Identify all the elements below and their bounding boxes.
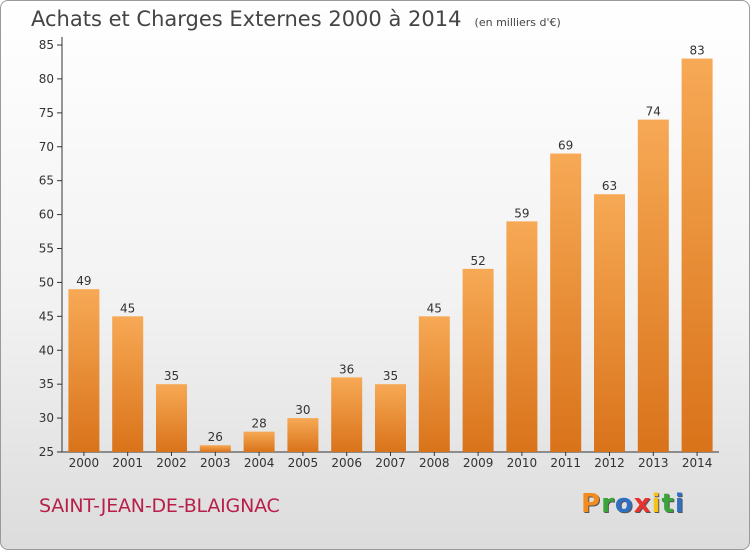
x-tick-label: 2008	[419, 456, 450, 470]
bar-2006	[331, 377, 363, 452]
y-tick-label: 55	[39, 242, 54, 256]
data-label-2003: 26	[208, 430, 223, 444]
x-tick-label: 2005	[288, 456, 319, 470]
data-label-2014: 83	[689, 44, 704, 58]
data-label-2010: 59	[514, 206, 529, 220]
data-label-2000: 49	[76, 274, 91, 288]
bar-2010	[506, 221, 538, 452]
commune-name: SAINT-JEAN-DE-BLAIGNAC	[39, 495, 280, 517]
bar-2002	[156, 384, 187, 452]
y-tick-label: 65	[39, 174, 54, 188]
bar-2008	[418, 316, 450, 452]
y-tick-label: 50	[39, 275, 54, 289]
data-label-2007: 35	[383, 369, 398, 383]
x-tick-label: 2003	[200, 456, 231, 470]
brand-letter: x	[633, 489, 652, 519]
bar-2007	[375, 384, 406, 452]
x-tick-label: 2004	[244, 456, 275, 470]
x-tick-label: 2013	[638, 456, 669, 470]
bar-2011	[550, 153, 582, 453]
brand-letter: i	[674, 489, 685, 519]
y-tick-label: 70	[39, 140, 54, 154]
y-axis: 25 30 35 40 45 50 55 60 65 70 75 80 85	[39, 37, 63, 459]
brand-letter: o	[614, 489, 634, 519]
x-axis: 2000 2001 2002 2003 2004 2005 2006 2007 2008 2009…	[62, 451, 719, 470]
y-tick-label: 30	[39, 411, 54, 425]
x-tick-label: 2001	[112, 456, 143, 470]
y-tick-label: 85	[39, 38, 54, 52]
data-label-2011: 69	[558, 139, 573, 153]
bar-2009	[462, 268, 494, 452]
x-tick-label: 2010	[507, 456, 538, 470]
bar-2005	[287, 418, 319, 452]
y-tick-label: 75	[39, 106, 54, 120]
x-tick-label: 2006	[331, 456, 362, 470]
y-tick-label: 35	[39, 377, 54, 391]
y-tick-label: 40	[39, 343, 54, 357]
bar-2003	[199, 445, 231, 452]
data-label-2013: 74	[646, 105, 661, 119]
data-label-2001: 45	[120, 301, 135, 315]
y-tick-label: 80	[39, 72, 54, 86]
data-label-2006: 36	[339, 362, 354, 376]
x-tick-label: 2007	[375, 456, 406, 470]
brand-letter: P	[581, 489, 602, 519]
x-tick-label: 2014	[682, 456, 713, 470]
brand-letter: i	[651, 489, 662, 519]
data-label-2004: 28	[251, 417, 266, 431]
bar-2014	[681, 58, 713, 453]
y-tick-label: 60	[39, 208, 54, 222]
x-tick-label: 2011	[550, 456, 581, 470]
brand-letter: r	[601, 489, 615, 519]
x-tick-label: 2012	[594, 456, 625, 470]
data-label-2008: 45	[427, 301, 442, 315]
brand-letter: t	[661, 489, 675, 519]
proxiti-logo[interactable]: Proxiti	[581, 489, 685, 519]
data-label-2012: 63	[602, 179, 617, 193]
bar-2012	[594, 194, 625, 452]
title-block: Achats et Charges Externes 2000 à 2014 (…	[31, 7, 561, 31]
bar-2013	[637, 119, 669, 452]
chart-unit: (en milliers d'€)	[474, 16, 561, 29]
x-tick-label: 2009	[463, 456, 494, 470]
chart-title: Achats et Charges Externes 2000 à 2014	[31, 7, 462, 31]
bar-2004	[243, 431, 275, 452]
bars	[68, 58, 713, 453]
y-tick-label: 45	[39, 309, 54, 323]
x-tick-label: 2000	[69, 456, 100, 470]
data-label-2009: 52	[470, 254, 485, 268]
bar-2000	[68, 289, 100, 452]
bar-2001	[112, 316, 144, 452]
data-label-2005: 30	[295, 403, 310, 417]
data-label-2002: 35	[164, 369, 179, 383]
y-tick-label: 25	[39, 445, 54, 459]
x-tick-label: 2002	[156, 456, 187, 470]
data-labels: 49 45 35 26 28 30 36 35 45 52 59 69 63 74 83	[76, 44, 704, 445]
